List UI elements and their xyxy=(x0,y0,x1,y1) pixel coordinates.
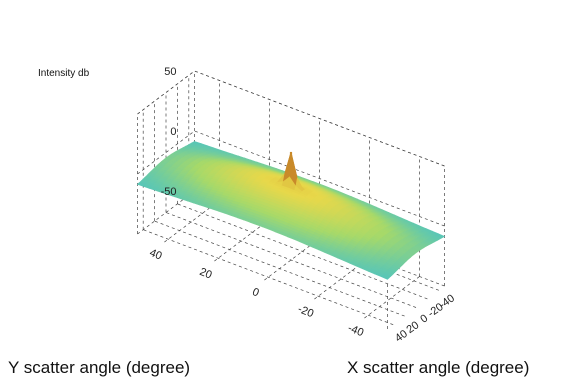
y-tick-label: 20 xyxy=(198,266,214,282)
x-tick-label: 40 xyxy=(393,328,410,345)
x-axis-label: X scatter angle (degree) xyxy=(347,358,530,377)
floor-gridline xyxy=(165,212,417,308)
z-axis-label: Intensity db xyxy=(38,68,90,79)
floor-gridline xyxy=(143,229,394,326)
y-tick-label: -20 xyxy=(296,303,315,320)
y-tick-label: 0 xyxy=(251,286,261,299)
y-tick-label: 40 xyxy=(148,247,164,263)
x-tick-label: 20 xyxy=(404,319,421,336)
surface-patch xyxy=(380,275,390,280)
y-tick-label: -40 xyxy=(346,322,365,339)
y-axis-label: Y scatter angle (degree) xyxy=(8,358,191,377)
z-tick-label: -50 xyxy=(161,186,177,198)
z-tick-label: 0 xyxy=(170,126,176,138)
z-tick-label: 50 xyxy=(164,66,176,78)
floor-gridline xyxy=(177,203,428,300)
x-tick-label: 0 xyxy=(418,312,430,325)
